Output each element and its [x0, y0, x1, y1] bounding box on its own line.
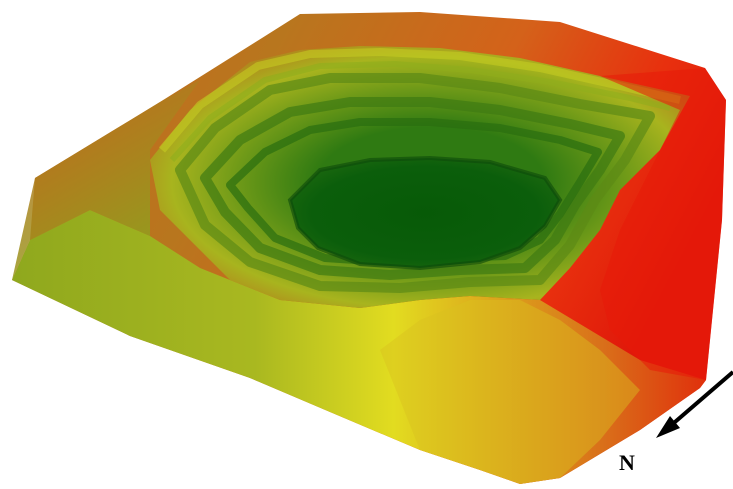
pit-floor-edge	[287, 155, 563, 271]
pit-right-rim	[600, 68, 726, 380]
pit-front-slope	[12, 210, 706, 484]
pit-left-slope	[12, 80, 200, 280]
north-label: N	[619, 450, 635, 475]
pit-ramp	[380, 300, 640, 484]
bench-contours	[158, 48, 681, 293]
pit-floor	[290, 158, 560, 268]
north-arrow-icon	[656, 370, 733, 438]
